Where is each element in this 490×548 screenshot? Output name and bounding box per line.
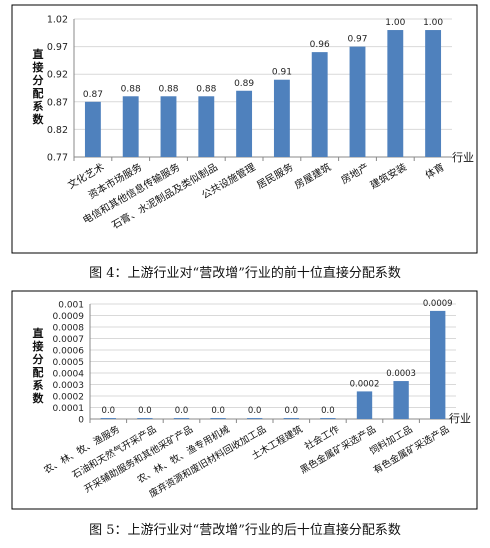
chart-2-y-tick-label: 0.0003 <box>53 381 85 391</box>
chart-2-data-label: 0.0 <box>138 406 152 416</box>
chart-2-data-label: 0.0 <box>321 406 335 416</box>
chart-1-data-label: 1.00 <box>423 18 443 28</box>
chart-2-y-tick-label: 0.0007 <box>53 335 85 345</box>
chart-1-bar <box>387 30 404 157</box>
chart-2-bar <box>393 381 409 419</box>
chart-1-y-axis-label: 直接分配系数 <box>33 47 45 126</box>
chart-1-y-tick-label: 1.02 <box>47 15 68 26</box>
chart-2-data-label: 0.0009 <box>423 299 453 309</box>
chart-1-bar <box>84 101 101 157</box>
chart-1-y-tick-label: 0.92 <box>47 70 68 81</box>
chart-2-data-label: 0.0 <box>175 406 189 416</box>
chart-1-data-label: 0.91 <box>272 68 292 78</box>
chart-1-x-category-label: 房屋建筑 <box>292 160 333 191</box>
chart-2-bar <box>430 310 446 419</box>
chart-2-caption: 图 5：上游行业对“营改增”行业的后十位直接分配系数 <box>89 523 401 538</box>
chart-2-bar <box>100 418 116 419</box>
chart-2-data-label: 0.0 <box>211 406 225 416</box>
chart-1-x-category-label: 体育 <box>423 160 447 181</box>
chart-1-data-label: 0.87 <box>83 90 103 100</box>
chart-2-frame <box>11 290 478 510</box>
chart-1-y-tick-label: 0.87 <box>47 97 68 108</box>
chart-2-bar <box>173 418 190 419</box>
chart-2-panel: 0 0.0001 0.0002 0.0003 0.0004 0.0005 0.0006 0.0… <box>0 287 490 515</box>
chart-1-data-label: 0.88 <box>158 84 178 94</box>
chart-2-data-label: 0.0 <box>285 406 299 416</box>
chart-2-bar <box>137 418 153 419</box>
chart-1-x-category-label: 房地产 <box>339 160 371 186</box>
chart-2-y-tick-label: 0 <box>78 416 84 426</box>
chart-1: 0.770.820.870.920.971.02直接分配系数行业0.87文化艺术… <box>11 4 478 254</box>
chart-2-y-tick-label: 0.0004 <box>53 370 85 380</box>
chart-2-bar <box>283 418 299 419</box>
chart-1-y-tick-label: 0.77 <box>47 153 68 164</box>
chart-1-bar <box>425 30 442 157</box>
chart-2-data-label: 0.0002 <box>350 379 380 389</box>
chart-1-data-label: 0.97 <box>347 35 367 45</box>
chart-1-bar <box>160 96 177 157</box>
chart-2-y-tick-label: 0.0005 <box>53 358 85 368</box>
chart-1-data-label: 1.00 <box>385 18 405 28</box>
chart-1-bar <box>122 96 139 157</box>
chart-2-bar <box>356 391 373 419</box>
chart-1-bar <box>236 90 253 157</box>
chart-2-y-tick-label: 0.001 <box>58 301 84 311</box>
chart-2: 00.00010.00020.00030.00040.00050.00060.0… <box>11 290 478 510</box>
chart-1-caption: 图 4：上游行业对“营改增”行业的前十位直接分配系数 <box>89 266 401 281</box>
chart-2-data-label: 0.0 <box>102 406 116 416</box>
chart-1-data-label: 0.88 <box>196 84 216 94</box>
chart-1-data-label: 0.89 <box>234 79 254 89</box>
chart-2-data-label: 0.0003 <box>386 369 416 379</box>
chart-1-data-label: 0.88 <box>121 84 141 94</box>
chart-1-bar <box>311 52 328 158</box>
chart-1-panel: 0.77 0.82 0.87 0.92 0.97 1.02 直接分配系数 行业 0.87 文化艺术… <box>0 0 490 258</box>
chart-1-x-category-label: 居民服务 <box>254 160 295 191</box>
chart-1-x-category-label: 建筑安装 <box>368 160 409 191</box>
chart-1-y-tick-label: 0.82 <box>47 125 68 136</box>
chart-2-data-label: 0.0 <box>248 406 262 416</box>
chart-2-x-axis-label: 行业 <box>449 412 471 425</box>
chart-2-bar <box>320 418 336 419</box>
chart-1-y-tick-label: 0.97 <box>47 42 68 53</box>
chart-1-frame <box>11 4 478 254</box>
chart-2-y-tick-label: 0.0006 <box>53 347 85 357</box>
chart-2-y-axis-label: 直接分配系数 <box>33 326 45 405</box>
chart-2-bar <box>210 418 226 419</box>
chart-2-bar <box>247 418 263 419</box>
chart-2-y-tick-label: 0.0002 <box>53 393 85 403</box>
chart-1-bar <box>198 96 215 157</box>
chart-1-bar <box>273 79 290 157</box>
chart-2-y-tick-label: 0.0009 <box>53 312 85 322</box>
chart-2-y-tick-label: 0.0001 <box>53 404 85 414</box>
chart-1-data-label: 0.96 <box>310 40 330 50</box>
chart-1-bar <box>349 46 366 157</box>
chart-2-y-tick-label: 0.0008 <box>53 324 85 334</box>
chart-1-x-axis-label: 行业 <box>452 151 474 164</box>
